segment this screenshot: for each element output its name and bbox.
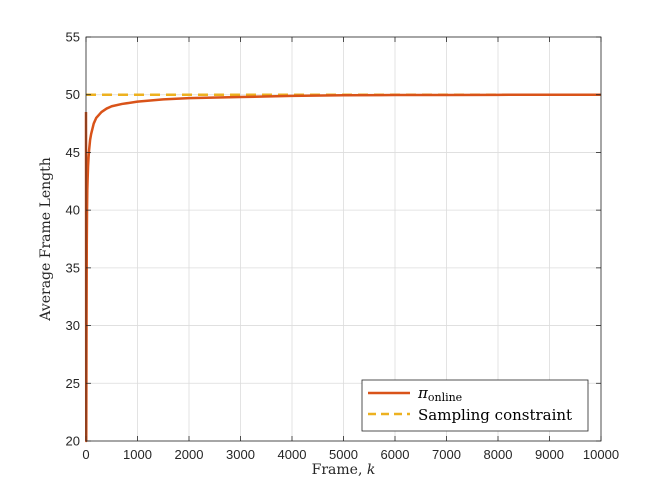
x-axis-label: Frame, k (312, 462, 376, 478)
tick-labels: 0 1000 2000 3000 4000 5000 6000 7000 8000 9000 100… (66, 30, 620, 463)
y-tick-label: 40 (66, 203, 80, 218)
y-tick-label: 55 (66, 30, 80, 45)
y-tick-label: 35 (66, 260, 80, 275)
ticks (85, 36, 602, 442)
y-tick-label: 20 (66, 434, 80, 449)
y-tick-label: 50 (66, 87, 80, 102)
x-tick-label: 6000 (381, 447, 410, 462)
x-tick-label: 0 (82, 447, 89, 462)
series-line-0 (84, 93, 601, 443)
y-tick-label: 30 (66, 318, 80, 333)
legend-label-online: πonline (417, 384, 462, 404)
x-tick-label: 9000 (535, 447, 564, 462)
x-tick-label: 4000 (278, 447, 307, 462)
legend-box (361, 379, 589, 432)
x-tick-label: 1000 (123, 447, 152, 462)
x-tick-label: 8000 (484, 447, 513, 462)
legend-label-sampling-constraint: Sampling constraint (418, 406, 572, 424)
x-tick-label: 2000 (175, 447, 204, 462)
y-tick-label: 45 (66, 145, 80, 160)
x-tick-label: 5000 (329, 447, 358, 462)
legend: πonline Sampling constraint (361, 379, 589, 432)
x-tick-label: 3000 (226, 447, 255, 462)
x-tick-label: 7000 (432, 447, 461, 462)
y-tick-label: 25 (66, 376, 80, 391)
x-tick-label: 10000 (583, 447, 619, 462)
series-layer (84, 93, 601, 443)
y-axis-label: Average Frame Length (38, 157, 54, 321)
